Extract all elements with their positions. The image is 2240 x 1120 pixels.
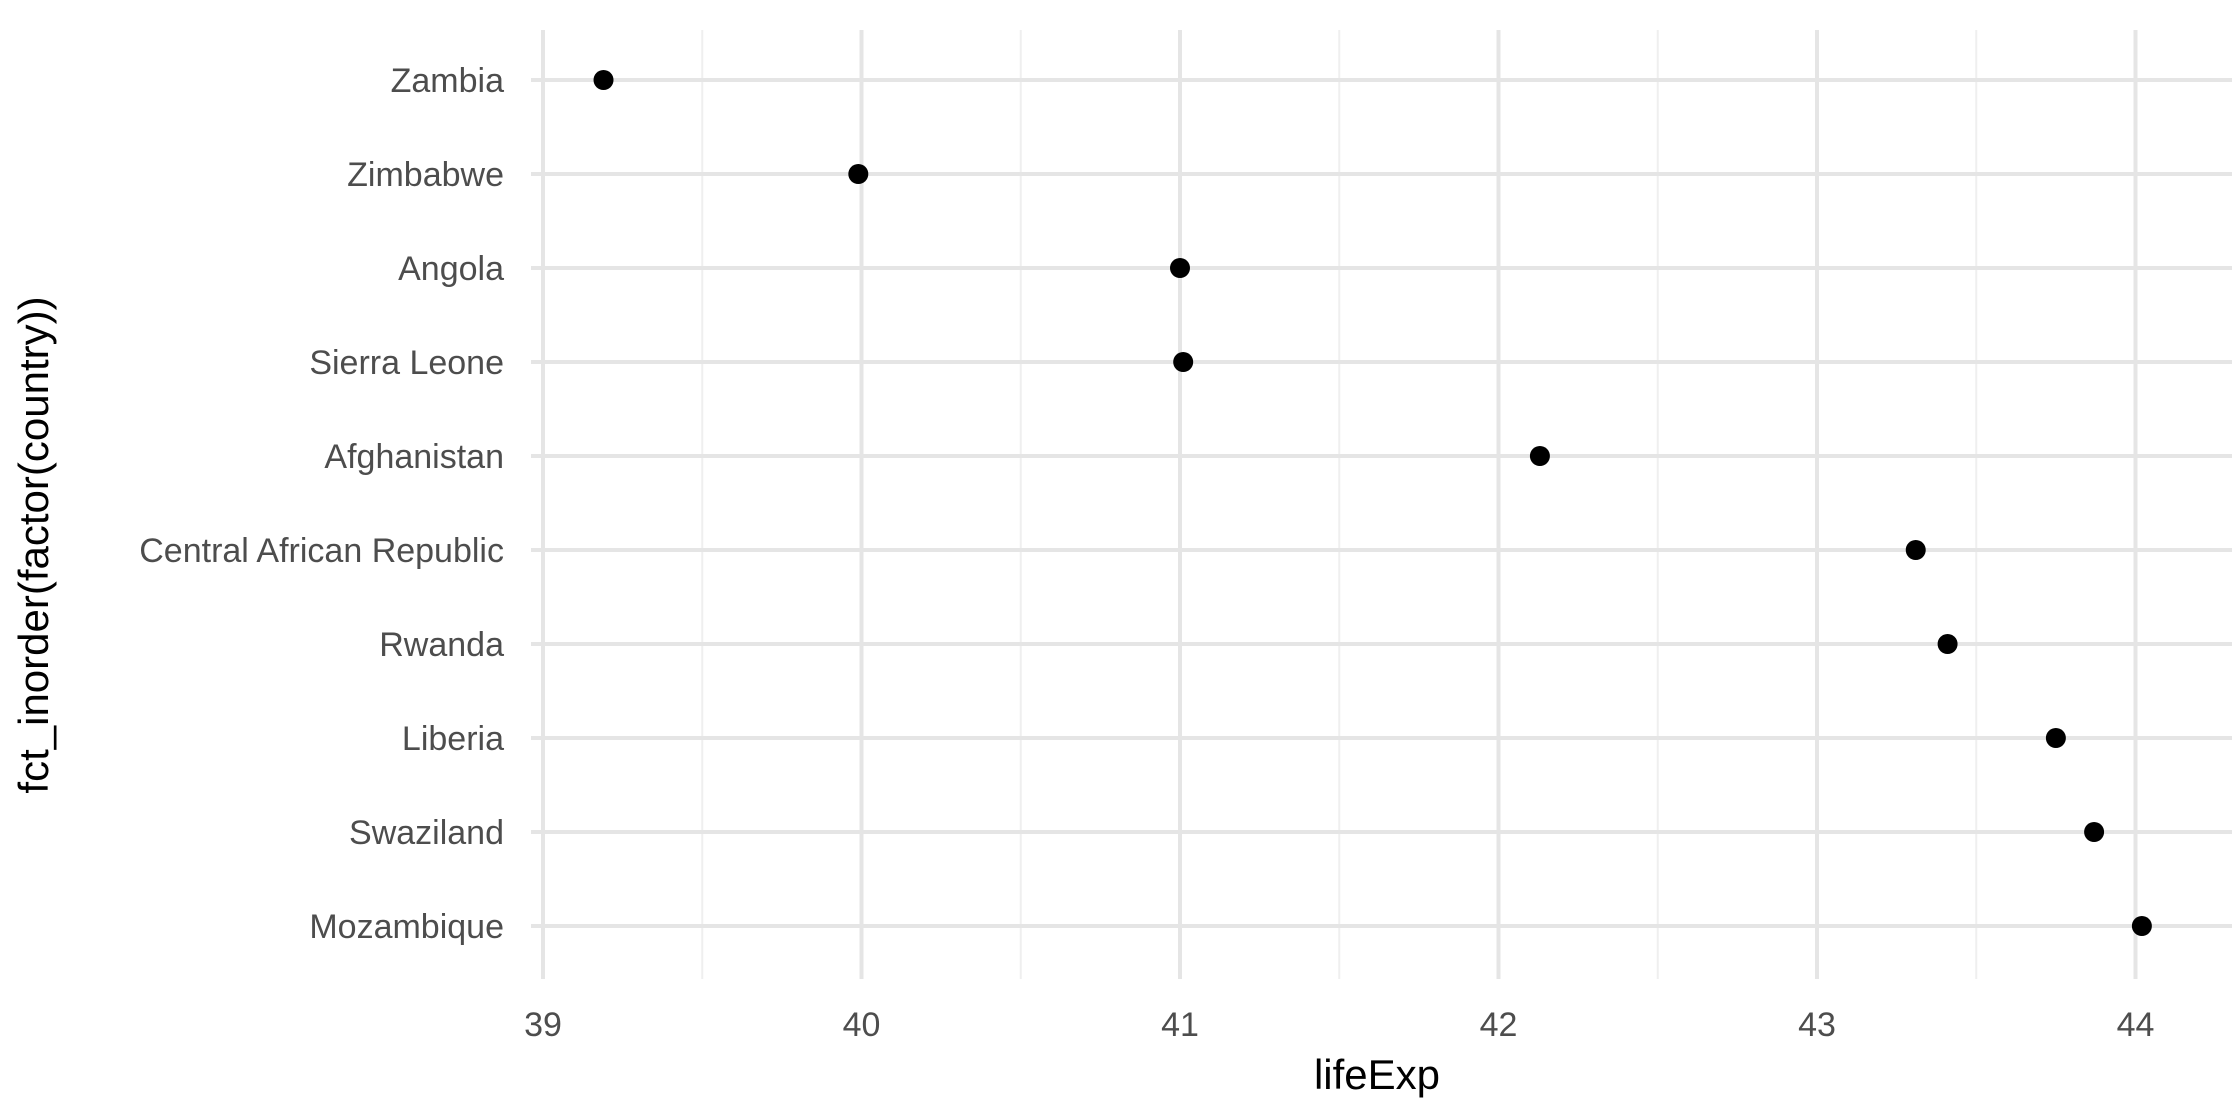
x-tick-label: 39 <box>524 1006 562 1044</box>
x-tick-label: 43 <box>1798 1006 1836 1044</box>
x-tick-label: 42 <box>1480 1006 1518 1044</box>
data-point <box>2131 916 2152 936</box>
data-point <box>1529 446 1550 466</box>
data-point <box>1170 258 1190 278</box>
y-tick-label: Liberia <box>402 720 504 758</box>
data-points <box>593 70 2152 936</box>
y-tick-label: Sierra Leone <box>309 344 504 382</box>
data-point <box>593 70 614 90</box>
y-tick-labels: Zambia Zimbabwe Angola Sierra Leone Afghanis… <box>139 62 504 946</box>
grid <box>531 30 2232 979</box>
data-point <box>2045 728 2066 748</box>
y-axis-title: fct_inorder(factor(country)) <box>10 296 57 793</box>
y-tick-label: Afghanistan <box>324 438 504 476</box>
y-tick-label: Swaziland <box>349 814 504 852</box>
y-tick-label: Mozambique <box>309 908 504 946</box>
x-tick-label: 44 <box>2117 1006 2155 1044</box>
x-tick-labels: 39 40 41 42 43 44 <box>524 1006 2154 1044</box>
y-tick-label: Angola <box>398 250 504 288</box>
x-tick-label: 40 <box>843 1006 881 1044</box>
data-point <box>1905 540 1926 560</box>
y-tick-label: Zambia <box>391 62 504 100</box>
data-point <box>1173 352 1194 372</box>
data-point <box>848 164 869 184</box>
y-tick-label: Rwanda <box>379 626 504 664</box>
y-tick-label: Zimbabwe <box>347 156 504 194</box>
x-tick-label: 41 <box>1161 1006 1199 1044</box>
data-point <box>2084 822 2105 842</box>
y-tick-label: Central African Republic <box>139 532 504 570</box>
data-point <box>1937 634 1958 654</box>
x-axis-title: lifeExp <box>1314 1051 1440 1098</box>
